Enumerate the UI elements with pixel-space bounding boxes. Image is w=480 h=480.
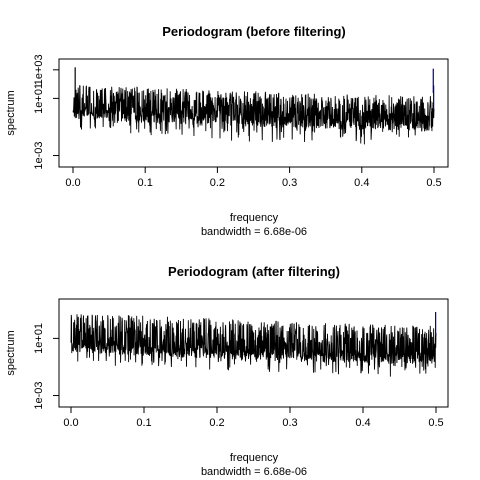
spectrum-line: [70, 314, 437, 377]
y-axis-label: spectrum: [5, 90, 17, 135]
periodogram-before-panel: Periodogram (before filtering) 0.0 0.1 0.2…: [5, 24, 449, 238]
x-tick-label: 0.2: [209, 417, 224, 429]
x-tick-label: 0.4: [355, 417, 370, 429]
x-tick-label: 0.0: [65, 177, 80, 189]
x-tick-label: 0.1: [136, 417, 151, 429]
x-tick-label: 0.2: [210, 177, 225, 189]
bandwidth-label: bandwidth = 6.68e-06: [201, 226, 307, 238]
x-tick-label: 0.3: [282, 177, 297, 189]
plot-frame: [58, 298, 449, 408]
x-tick-label: 0.4: [354, 177, 369, 189]
periodogram-after-panel: Periodogram (after filtering) 0.0 0.1 0.2 0…: [5, 264, 449, 478]
x-axis-label: frequency: [230, 452, 279, 464]
chart-title: Periodogram (before filtering): [162, 24, 345, 39]
x-axis-label: frequency: [230, 212, 279, 224]
y-tick-label: 1e+03: [33, 54, 45, 85]
y-axis-label: spectrum: [5, 330, 17, 375]
x-axis: 0.0 0.1 0.2 0.3 0.4 0.5: [65, 167, 442, 189]
y-tick-label: 1e-03: [33, 141, 45, 169]
x-tick-label: 0.5: [428, 417, 443, 429]
x-tick-label: 0.0: [63, 417, 78, 429]
spectrum-line: [72, 85, 435, 145]
x-tick-label: 0.1: [138, 177, 153, 189]
chart-title: Periodogram (after filtering): [168, 264, 340, 279]
x-axis: 0.0 0.1 0.2 0.3 0.4 0.5: [63, 407, 444, 429]
series-0: [70, 314, 437, 377]
y-tick-label: 1e+01: [33, 83, 45, 114]
y-axis: 1e-03 1e+01: [33, 323, 59, 410]
y-tick-label: 1e+01: [33, 323, 45, 354]
plot-frame: [58, 58, 449, 168]
series-0: [72, 67, 435, 145]
spectrum-series: [72, 67, 435, 145]
x-tick-label: 0.3: [282, 417, 297, 429]
spectrum-series: [70, 312, 437, 377]
x-tick-label: 0.5: [426, 177, 441, 189]
y-tick-label: 1e-03: [33, 381, 45, 409]
bandwidth-label: bandwidth = 6.68e-06: [201, 466, 307, 478]
